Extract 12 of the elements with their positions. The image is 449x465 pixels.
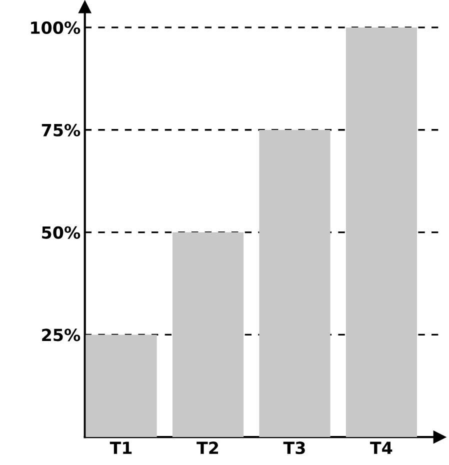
bar xyxy=(172,232,244,438)
y-tick-label: 50% xyxy=(42,226,80,239)
y-tick-label: 75% xyxy=(42,124,80,136)
y-tick-label: 25% xyxy=(42,328,80,342)
x-tick-label: T4 xyxy=(370,442,392,454)
y-tick-label: 100% xyxy=(31,21,80,34)
x-tick-label: T1 xyxy=(110,442,132,454)
x-tick-label: T2 xyxy=(196,442,218,454)
bar xyxy=(259,130,330,438)
bar xyxy=(86,334,157,438)
bar xyxy=(346,27,418,438)
x-tick-label: T3 xyxy=(283,442,305,454)
